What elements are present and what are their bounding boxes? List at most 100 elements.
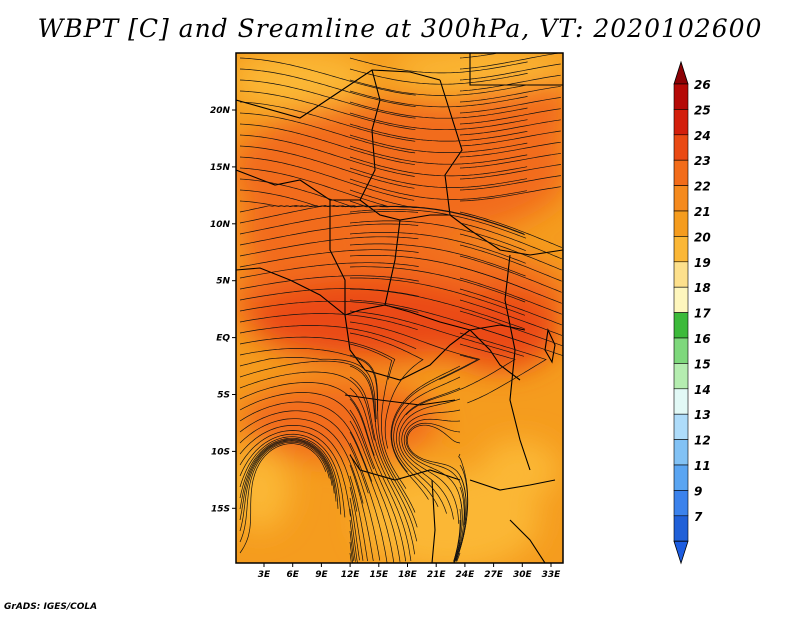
lon-tick-label: 12E [341,570,361,580]
streamline [239,325,417,350]
streamline [239,275,419,290]
streamline [459,53,558,70]
streamline [239,433,346,518]
streamline [349,90,528,108]
streamline [239,382,375,456]
streamline [459,211,562,248]
streamline [459,85,561,103]
streamline [349,530,355,561]
country-border [469,329,521,381]
wbpt-region [360,470,540,563]
streamline [239,441,330,543]
streamline [239,167,415,208]
footer-credit: GrADS: IGES/COLA [4,602,98,612]
colorbar-swatch [673,185,689,212]
streamline [239,392,375,470]
country-border [344,394,456,406]
streamline [459,321,563,356]
colorbar-label: 16 [694,332,711,346]
streamline [239,439,335,521]
streamline [239,430,351,517]
colorbar-label: 26 [694,78,711,92]
streamline [453,530,461,561]
streamline [239,210,419,235]
streamline [239,249,419,268]
streamline [349,486,364,561]
streamline [459,141,561,158]
streamline [391,354,479,473]
lat-tick-label: 10N [210,220,231,230]
streamline [459,266,562,304]
streamline [349,343,407,489]
lat-tick-label: 15N [210,163,231,173]
colorbar-label: 9 [694,484,702,498]
streamline [454,541,461,563]
colorbar-top-arrow [673,60,689,85]
streamline [349,167,528,188]
colorbar-label: 14 [694,383,711,397]
country-border [469,479,556,491]
colorbar-swatch [673,439,689,466]
streamline [349,288,525,330]
streamline [239,440,333,532]
colorbar-label: 20 [694,230,711,244]
streamline [459,277,562,315]
streamline [239,262,419,279]
streamline [455,464,468,562]
streamline [239,223,419,246]
wbpt-region [236,450,290,530]
colorbar-label: 21 [694,205,711,219]
colorbar-label: 17 [694,307,711,321]
colorbar-label: 13 [694,408,711,422]
streamline [459,97,561,114]
streamline [239,437,339,509]
streamline [239,348,378,412]
streamline [239,336,396,380]
country-border [236,69,441,119]
streamline [239,418,364,504]
colorbar-swatch [673,413,689,440]
streamline [349,123,528,142]
streamline [459,175,561,191]
streamline [349,332,424,449]
colorbar-swatch [673,363,689,390]
country-border [329,200,346,315]
streamline [459,244,562,282]
streamline [349,409,407,562]
colorbar-swatch [673,261,689,288]
streamline [349,442,388,563]
wbpt-region [250,280,490,360]
streamline [349,209,527,239]
chart-title: WBPT [C] and Sreamline at 300hPa, VT: 20… [37,14,763,43]
streamline [239,401,373,482]
streamline [455,486,465,561]
streamline [349,321,481,380]
streamline [239,371,375,441]
country-border [384,219,401,306]
streamline [239,134,415,177]
colorbar-bottom-arrow [673,540,689,565]
lon-tick-label: 15E [369,570,389,580]
lon-tick-label: 21E [427,570,447,580]
colorbar-label: 24 [694,129,711,143]
streamline [459,186,561,202]
streamline [459,130,561,147]
colorbar-label: 23 [694,154,711,168]
lon-tick-label: 30E [513,570,533,580]
country-border [544,328,556,364]
streamline [239,288,419,301]
streamline [239,360,377,423]
colorbar-swatch [673,312,689,339]
streamline [349,464,374,562]
streamline [349,552,352,562]
streamline [239,123,415,166]
streamline [349,354,416,513]
lat-tick-label: 15S [211,504,230,514]
colorbar-swatch [673,286,689,313]
streamline [459,164,561,180]
streamline [349,112,528,131]
streamline [349,376,418,542]
streamline [349,68,528,85]
country-border [469,53,563,86]
